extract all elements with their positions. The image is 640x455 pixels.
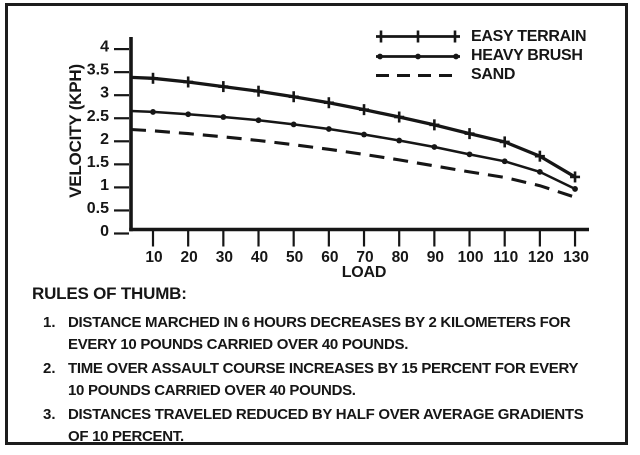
rule-item-3: 3. DISTANCES TRAVELED REDUCED BY HALF OV… xyxy=(43,404,610,447)
chart-plot-canvas: 4 3.5 3 2.5 2 1.5 1 0.5 0 10 20 30 40 50 60 70 80 90 100 11… xyxy=(87,37,589,266)
x-axis-title: LOAD xyxy=(341,264,387,281)
legend-item-easy-terrain: EASY TERRAIN xyxy=(374,27,587,46)
legend-label-heavy-brush: HEAVY BRUSH xyxy=(471,47,583,65)
svg-text:4: 4 xyxy=(100,39,109,56)
legend-swatch-heavy-brush-icon xyxy=(376,53,460,59)
svg-text:1.5: 1.5 xyxy=(87,154,109,171)
rule-item-2: 2. TIME OVER ASSAULT COURSE INCREASES BY… xyxy=(43,358,610,401)
svg-text:40: 40 xyxy=(251,249,268,266)
rule-text: DISTANCES TRAVELED REDUCED BY HALF OVER … xyxy=(68,406,584,445)
svg-text:60: 60 xyxy=(321,249,338,266)
y-axis-title: VELOCITY (KPH) xyxy=(66,64,85,198)
svg-text:20: 20 xyxy=(181,249,198,266)
rules-heading: RULES OF THUMB: xyxy=(32,284,187,303)
legend-item-heavy-brush: HEAVY BRUSH xyxy=(374,46,586,65)
svg-text:100: 100 xyxy=(458,249,484,266)
svg-text:2.5: 2.5 xyxy=(87,108,109,125)
svg-text:110: 110 xyxy=(493,249,518,266)
svg-text:3.5: 3.5 xyxy=(87,62,109,79)
svg-text:0.5: 0.5 xyxy=(87,200,109,217)
rules-of-thumb-section: RULES OF THUMB: 1. DISTANCE MARCHED IN 6… xyxy=(32,283,610,450)
legend-swatch-sand-icon xyxy=(376,73,460,77)
svg-text:10: 10 xyxy=(145,249,162,266)
legend-item-sand: SAND xyxy=(374,66,586,85)
legend-label-sand: SAND xyxy=(471,66,516,84)
chart-legend: EASY TERRAIN HEAVY BRUSH SAND xyxy=(374,27,587,85)
rule-number: 1. xyxy=(43,314,56,331)
legend-label-easy-terrain: EASY TERRAIN xyxy=(471,27,587,45)
svg-text:2: 2 xyxy=(100,131,109,148)
legend-swatch-easy-terrain-icon xyxy=(376,30,460,43)
rules-list: 1. DISTANCE MARCHED IN 6 HOURS DECREASES… xyxy=(32,312,610,447)
rule-text: DISTANCE MARCHED IN 6 HOURS DECREASES BY… xyxy=(68,314,571,353)
rule-number: 3. xyxy=(43,406,56,423)
svg-text:80: 80 xyxy=(392,249,409,266)
svg-text:50: 50 xyxy=(286,249,303,266)
svg-text:90: 90 xyxy=(427,249,444,266)
svg-text:3: 3 xyxy=(100,85,109,102)
rule-text: TIME OVER ASSAULT COURSE INCREASES BY 15… xyxy=(68,360,579,399)
svg-text:30: 30 xyxy=(216,249,233,266)
svg-text:0: 0 xyxy=(100,223,109,240)
svg-text:1: 1 xyxy=(100,177,109,194)
rule-item-1: 1. DISTANCE MARCHED IN 6 HOURS DECREASES… xyxy=(43,312,610,355)
svg-text:130: 130 xyxy=(563,249,589,266)
rule-number: 2. xyxy=(43,360,56,377)
svg-text:120: 120 xyxy=(528,249,554,266)
velocity-load-chart: 4 3.5 3 2.5 2 1.5 1 0.5 0 10 20 30 40 50 60 70 80 90 100 11… xyxy=(66,27,589,281)
svg-text:70: 70 xyxy=(356,249,373,266)
